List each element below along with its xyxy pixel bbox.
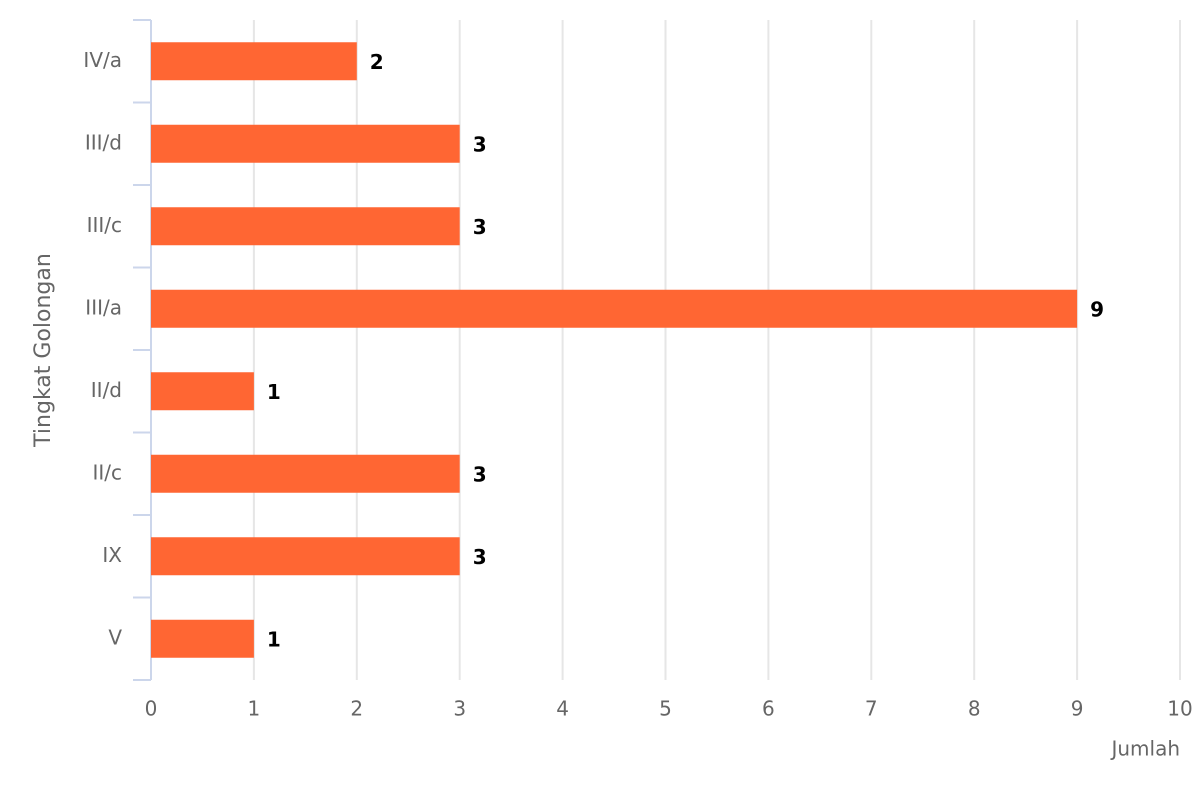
value-label: 9: [1090, 297, 1104, 321]
x-tick-label: 9: [1071, 697, 1084, 721]
bar: [151, 42, 357, 81]
y-tick-label: III/a: [85, 295, 122, 319]
x-tick-label: 4: [556, 697, 569, 721]
value-label: 2: [370, 50, 384, 74]
x-axis-label: Jumlah: [1109, 737, 1180, 761]
value-label: 3: [473, 545, 487, 569]
y-tick-label: V: [108, 625, 122, 649]
value-label: 1: [267, 380, 281, 404]
bar: [151, 619, 254, 658]
bar: [151, 372, 254, 411]
y-tick-label: IX: [102, 543, 122, 567]
y-tick-label: II/d: [91, 378, 122, 402]
bar: [151, 537, 460, 576]
value-label: 3: [473, 215, 487, 239]
bar: [151, 454, 460, 493]
x-tick-label: 8: [968, 697, 981, 721]
x-tick-label: 3: [453, 697, 466, 721]
x-tick-label: 7: [865, 697, 878, 721]
value-label: 3: [473, 132, 487, 156]
y-tick-label: III/c: [87, 213, 122, 237]
x-tick-label: 6: [762, 697, 775, 721]
y-tick-label: IV/a: [83, 48, 122, 72]
x-tick-label: 0: [145, 697, 158, 721]
value-label: 1: [267, 627, 281, 651]
bar: [151, 124, 460, 163]
value-label: 3: [473, 462, 487, 486]
bar: [151, 289, 1078, 328]
y-tick-label: II/c: [92, 460, 122, 484]
x-tick-label: 2: [350, 697, 363, 721]
y-tick-label: III/d: [85, 130, 122, 154]
bar: [151, 207, 460, 246]
y-axis-label: Tingkat Golongan: [31, 253, 56, 448]
x-tick-label: 5: [659, 697, 672, 721]
x-tick-label: 1: [248, 697, 261, 721]
x-tick-label: 10: [1167, 697, 1192, 721]
